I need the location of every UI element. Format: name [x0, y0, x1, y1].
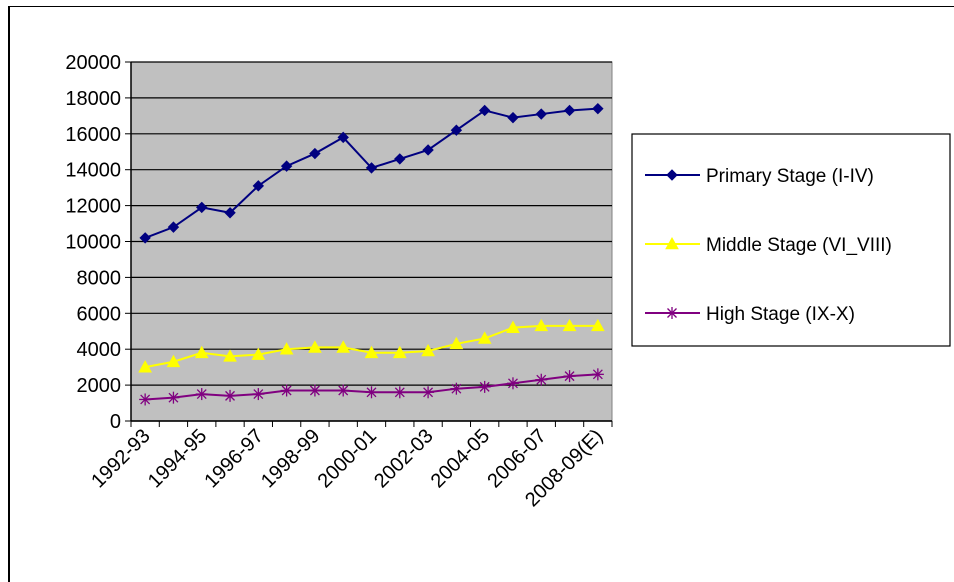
x-axis-ticks: 1992-931994-951996-971998-992000-012002-…: [87, 421, 613, 511]
y-tick-label: 20000: [65, 52, 121, 74]
data-point: [223, 349, 237, 362]
data-point: [280, 160, 293, 172]
data-point: [336, 340, 351, 353]
data-point: [563, 370, 576, 383]
data-point: [562, 318, 577, 332]
x-tick-label: 1992-93: [87, 425, 154, 492]
data-point: [392, 345, 407, 359]
x-tick-label: 2002-03: [370, 425, 437, 492]
y-tick-label: 16000: [65, 124, 121, 146]
legend-entry: Middle Stage (VI_VIII): [706, 235, 892, 256]
y-axis-ticks: 0 2000 4000 6000 8000 10000 12000 14000 16000 180…: [65, 52, 131, 433]
data-point: [450, 382, 463, 395]
data-point: [421, 343, 435, 357]
data-point: [478, 104, 491, 117]
data-point: [195, 388, 208, 401]
data-point: [534, 318, 549, 332]
data-point: [364, 345, 379, 359]
data-point: [563, 104, 576, 117]
data-point: [478, 380, 491, 393]
legend: Primary Stage (I-IV) Middle Stage (VI_VII…: [631, 133, 951, 347]
y-tick-label: 2000: [77, 375, 122, 397]
x-tick-label: 2000-01: [314, 425, 381, 492]
data-point: [477, 331, 492, 344]
legend-box: [631, 133, 951, 347]
data-point: [394, 153, 406, 165]
data-point: [194, 345, 209, 359]
data-point: [167, 221, 180, 233]
data-point: [308, 340, 322, 353]
y-tick-label: 4000: [77, 339, 122, 361]
data-point: [252, 180, 265, 192]
data-point: [591, 318, 605, 332]
x-tick-label: 1994-95: [144, 425, 211, 492]
x-tick-label: 1996-97: [200, 425, 267, 492]
chart-frame: [8, 6, 954, 582]
x-tick-label: 2004-05: [427, 425, 494, 492]
data-point: [280, 384, 293, 397]
data-point: [337, 384, 350, 397]
data-point: [422, 386, 435, 399]
legend-entry: Primary Stage (I-IV): [706, 166, 874, 187]
data-point: [138, 360, 152, 373]
data-point: [308, 384, 321, 397]
legend-swatch-marker: [666, 169, 678, 181]
data-point: [309, 147, 321, 160]
data-point: [365, 162, 378, 174]
x-tick-label: 1998-99: [257, 425, 324, 492]
data-point: [139, 232, 151, 244]
data-point: [507, 111, 519, 124]
data-point: [337, 131, 349, 144]
series-1: [139, 102, 604, 244]
y-tick-label: 18000: [65, 88, 121, 110]
series-2: [138, 318, 605, 373]
data-point: [591, 368, 604, 381]
data-point: [251, 347, 266, 360]
legend-swatch-marker: [666, 307, 678, 319]
data-point: [166, 354, 181, 368]
data-point: [139, 393, 152, 406]
data-point: [224, 207, 236, 219]
series-layer: [138, 102, 605, 406]
y-tick-label: 10000: [65, 232, 121, 254]
legend-entry: High Stage (IX-X): [706, 304, 855, 325]
y-tick-label: 14000: [65, 160, 121, 182]
data-point: [252, 388, 265, 401]
y-tick-label: 0: [110, 411, 121, 433]
data-point: [167, 391, 180, 404]
data-point: [449, 336, 464, 350]
data-point: [592, 102, 604, 115]
y-tick-label: 12000: [65, 196, 121, 218]
data-point: [506, 377, 519, 390]
data-point: [365, 386, 378, 399]
data-point: [196, 201, 208, 214]
data-point: [506, 320, 520, 333]
y-tick-label: 8000: [77, 267, 122, 289]
data-point: [224, 389, 237, 402]
data-point: [450, 124, 463, 136]
y-tick-label: 6000: [77, 303, 122, 325]
data-point: [279, 342, 294, 355]
series-3: [139, 368, 604, 406]
legend-swatch-marker: [665, 236, 679, 250]
data-point: [535, 373, 548, 386]
data-point: [393, 386, 406, 399]
data-point: [422, 144, 434, 156]
data-point: [535, 108, 547, 120]
